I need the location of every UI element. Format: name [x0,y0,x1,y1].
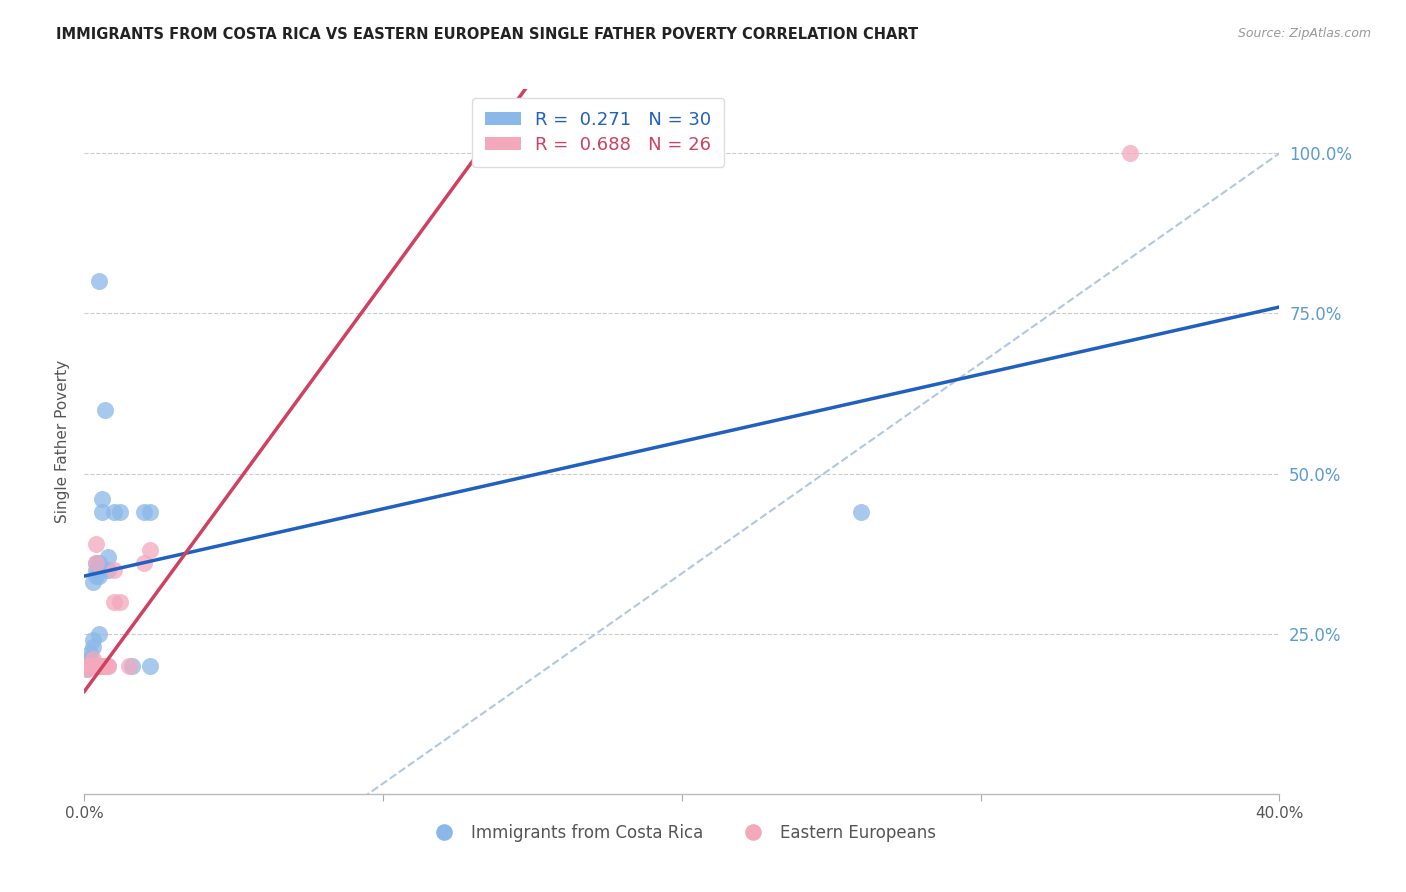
Point [110,595,132,609]
Point [89,658,111,673]
Point [89,274,111,288]
Point [94,658,117,673]
Point [103,563,125,577]
Point [79,658,101,673]
Point [82,658,104,673]
Point [103,505,125,519]
Point [86,658,108,673]
Point [118,658,141,673]
Text: IMMIGRANTS FROM COSTA RICA VS EASTERN EUROPEAN SINGLE FATHER POVERTY CORRELATION: IMMIGRANTS FROM COSTA RICA VS EASTERN EU… [56,27,918,42]
Point [132,556,156,570]
Point [91,658,114,673]
Point [110,505,132,519]
Point [82,633,104,648]
Point [82,640,104,654]
Point [89,658,111,673]
Point [103,595,125,609]
Point [79,652,101,666]
Point [86,563,108,577]
Point [79,646,101,660]
Point [82,575,104,590]
Point [121,658,143,673]
Point [97,549,120,564]
Point [86,569,108,583]
Point [139,543,162,558]
Point [91,492,114,507]
Point [89,658,111,673]
Text: Source: ZipAtlas.com: Source: ZipAtlas.com [1237,27,1371,40]
Point [82,652,104,666]
Point [76,658,98,673]
Point [132,505,156,519]
Point [89,626,111,640]
Point [91,505,114,519]
Point [79,658,101,673]
Point [76,662,98,676]
Point [851,505,873,519]
Point [86,658,108,673]
Point [86,537,108,551]
Point [97,563,120,577]
Point [76,658,98,673]
Point [94,402,117,417]
Point [82,658,104,673]
Point [1119,146,1142,161]
Point [139,505,162,519]
Point [97,658,120,673]
Point [76,656,98,670]
Point [82,658,104,673]
Point [79,658,101,673]
Legend: Immigrants from Costa Rica, Eastern Europeans: Immigrants from Costa Rica, Eastern Euro… [422,818,942,849]
Point [86,556,108,570]
Point [139,658,162,673]
Y-axis label: Single Father Poverty: Single Father Poverty [55,360,70,523]
Point [89,569,111,583]
Point [86,556,108,570]
Point [89,556,111,570]
Point [91,658,114,673]
Point [97,658,120,673]
Point [76,662,98,676]
Point [79,658,101,673]
